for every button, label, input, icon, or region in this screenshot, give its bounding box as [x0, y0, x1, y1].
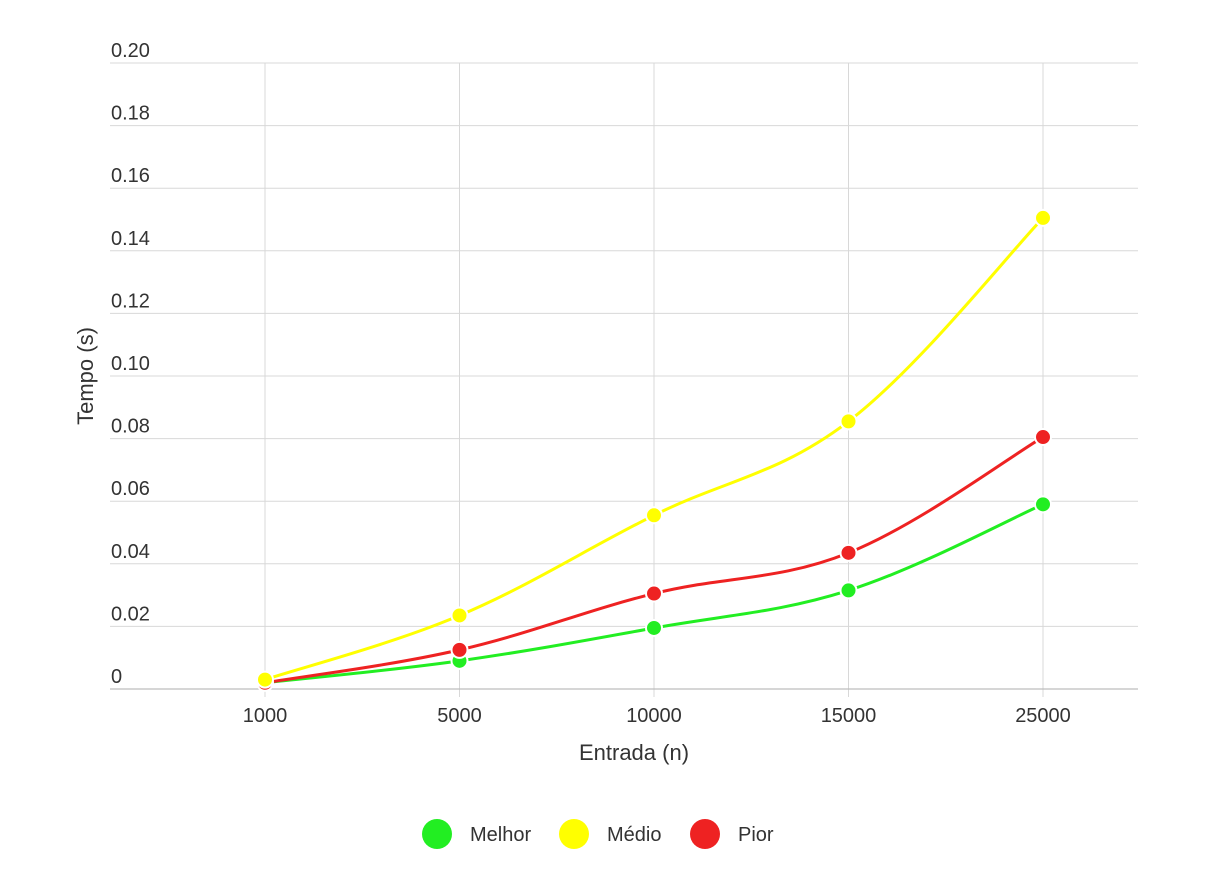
y-tick-label: 0.18: [111, 103, 150, 125]
y-tick-label: 0.02: [111, 603, 150, 625]
y-axis-ticks: 0 0.02 0.04 0.06 0.08 0.10 0.12 0.14 0.16 0.18 0.2…: [111, 40, 150, 688]
data-point[interactable]: [645, 506, 663, 525]
data-point[interactable]: [256, 670, 274, 689]
y-tick-label: 0.08: [111, 416, 150, 438]
legend-item-melhor[interactable]: Melhor: [422, 819, 531, 849]
y-axis-title: Tempo (s): [73, 327, 98, 425]
x-tick-label: 25000: [1015, 705, 1071, 727]
data-point[interactable]: [645, 618, 663, 637]
series-médio: [256, 208, 1052, 689]
y-tick-label: 0.10: [111, 353, 150, 375]
data-point[interactable]: [839, 543, 858, 562]
y-tick-label: 0.20: [111, 40, 150, 62]
y-tick-label: 0: [111, 666, 122, 688]
data-point[interactable]: [450, 640, 469, 659]
x-tick-label: 15000: [821, 705, 877, 727]
legend-label: Melhor: [470, 824, 531, 846]
legend-swatch: [422, 819, 452, 849]
x-tick-label: 10000: [626, 705, 682, 727]
data-point[interactable]: [1034, 428, 1052, 447]
series: [256, 208, 1052, 692]
legend-swatch: [690, 819, 720, 849]
data-point[interactable]: [645, 584, 663, 603]
legend-swatch: [559, 819, 589, 849]
data-point[interactable]: [1034, 208, 1052, 227]
data-point[interactable]: [1034, 495, 1052, 514]
y-tick-label: 0.14: [111, 228, 150, 250]
legend-item-médio[interactable]: Médio: [559, 819, 661, 849]
x-axis-title: Entrada (n): [579, 740, 689, 765]
x-tick-label: 5000: [437, 705, 482, 727]
legend: Melhor Médio Pior: [422, 819, 774, 849]
y-tick-label: 0.06: [111, 478, 150, 500]
y-tick-label: 0.04: [111, 541, 150, 563]
data-point[interactable]: [839, 412, 858, 431]
x-axis-ticks: 1000 5000 10000 15000 25000: [243, 705, 1071, 727]
data-point[interactable]: [839, 581, 858, 600]
series-pior: [256, 428, 1052, 692]
data-point[interactable]: [450, 606, 469, 625]
legend-label: Médio: [607, 824, 661, 846]
x-tick-label: 1000: [243, 705, 288, 727]
legend-label: Pior: [738, 824, 774, 846]
y-tick-label: 0.16: [111, 165, 150, 187]
legend-item-pior[interactable]: Pior: [690, 819, 774, 849]
y-tick-label: 0.12: [111, 290, 150, 312]
